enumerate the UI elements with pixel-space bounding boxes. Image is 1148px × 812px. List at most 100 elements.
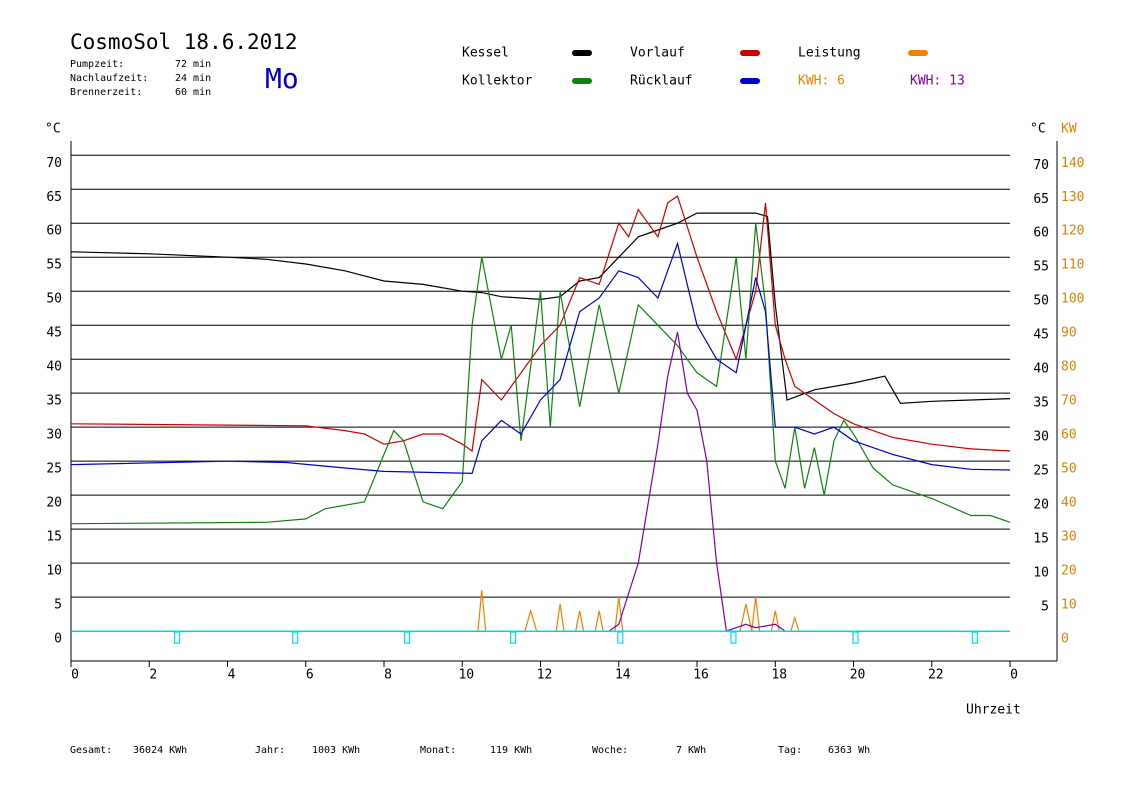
info-value: 24 min (175, 73, 211, 84)
y-tick-label: 10 (46, 564, 62, 579)
info-value: 60 min (175, 87, 211, 98)
info-value: 72 min (175, 59, 211, 70)
y2-tick-label: 130 (1061, 190, 1084, 205)
y-tick-label: 40 (46, 360, 62, 375)
y-tick-label-right: 10 (1033, 566, 1049, 581)
y2-tick-label: 0 (1061, 632, 1069, 647)
y-tick-label: 25 (46, 462, 62, 477)
y2-tick-label: 20 (1061, 564, 1077, 579)
y-tick-label-right: 15 (1033, 532, 1049, 547)
footer-label: Woche: (592, 745, 628, 756)
y-tick-label: 5 (54, 598, 62, 613)
kwh-label: KWH: 13 (910, 74, 965, 89)
x-tick-label: 0 (71, 668, 79, 683)
x-tick-label: 8 (384, 668, 392, 683)
footer-value: 119 KWh (490, 745, 532, 756)
x-tick-label: 4 (228, 668, 236, 683)
y-tick-label: 55 (46, 258, 62, 273)
footer-label: Monat: (420, 745, 456, 756)
time-marker (617, 631, 624, 644)
kwh-label: KWH: 6 (798, 74, 845, 89)
x-tick-label: 18 (771, 668, 787, 683)
series-line (71, 590, 1010, 632)
y-tick-label-right: 60 (1033, 226, 1049, 241)
y-tick-label: 15 (46, 530, 62, 545)
y2-tick-label: 10 (1061, 598, 1077, 613)
x-tick-label: 10 (458, 668, 474, 683)
series-line (71, 331, 1010, 632)
weekday: Mo (265, 62, 299, 95)
y-tick-label: 50 (46, 292, 62, 307)
y2-tick-label: 100 (1061, 292, 1084, 307)
legend-label: Leistung (798, 46, 861, 61)
y-tick-label: 60 (46, 224, 62, 239)
y-tick-label-right: 5 (1041, 600, 1049, 615)
y-tick-label-right: 30 (1033, 430, 1049, 445)
y2-tick-label: 110 (1061, 258, 1084, 273)
legend-label: Kollektor (462, 74, 533, 89)
y-tick-label-right: 25 (1033, 464, 1049, 479)
y-tick-label: 65 (46, 190, 62, 205)
time-marker (292, 631, 299, 644)
y2-tick-label: 80 (1061, 360, 1077, 375)
y-unit: °C (45, 122, 61, 137)
y2-tick-label: 140 (1061, 156, 1084, 171)
x-tick-label: 14 (615, 668, 631, 683)
footer-value: 7 KWh (676, 745, 706, 756)
y-tick-label-right: 20 (1033, 498, 1049, 513)
y2-tick-label: 30 (1061, 530, 1077, 545)
footer-label: Jahr: (255, 745, 285, 756)
series-line (70, 223, 1011, 525)
y-tick-label: 70 (46, 156, 62, 171)
time-marker (173, 631, 181, 644)
y2-tick-label: 50 (1061, 462, 1077, 477)
chart-title: CosmoSol 18.6.2012 (70, 30, 298, 54)
info-label: Nachlaufzeit: (70, 73, 148, 84)
y-unit-right: °C (1030, 122, 1046, 137)
y2-tick-label: 70 (1061, 394, 1077, 409)
time-marker (404, 631, 411, 644)
time-marker (852, 631, 859, 644)
y-tick-label: 35 (46, 394, 62, 409)
y-tick-label-right: 40 (1033, 362, 1049, 377)
x-tick-label: 12 (537, 668, 553, 683)
y-tick-label-right: 70 (1033, 158, 1049, 173)
footer-value: 6363 Wh (828, 745, 870, 756)
legend-label: Vorlauf (630, 46, 685, 61)
x-tick-label: 20 (850, 668, 866, 683)
y2-tick-label: 60 (1061, 428, 1077, 443)
series-line (70, 212, 1011, 405)
footer-value: 36024 KWh (133, 745, 187, 756)
series-line (70, 195, 1011, 453)
x-tick-label: 2 (149, 668, 157, 683)
series-line (70, 241, 1011, 475)
y-tick-label-right: 35 (1033, 396, 1049, 411)
x-tick-label: 0 (1010, 668, 1018, 683)
y-tick-label: 30 (46, 428, 62, 443)
time-marker (730, 631, 737, 644)
legend-label: Kessel (462, 46, 509, 61)
x-tick-label: 6 (306, 668, 314, 683)
footer-value: 1003 KWh (312, 745, 360, 756)
y2-tick-label: 40 (1061, 496, 1077, 511)
y-tick-label-right: 50 (1033, 294, 1049, 309)
y-tick-label: 0 (54, 632, 62, 647)
y2-unit: KW (1061, 122, 1077, 137)
y2-tick-label: 90 (1061, 326, 1077, 341)
info-label: Pumpzeit: (70, 59, 124, 70)
y-tick-label-right: 55 (1033, 260, 1049, 275)
info-label: Brennerzeit: (70, 87, 142, 98)
footer-label: Tag: (778, 745, 802, 756)
x-tick-label: 22 (928, 668, 944, 683)
y-tick-label-right: 65 (1033, 192, 1049, 207)
y2-tick-label: 120 (1061, 224, 1084, 239)
x-axis-label: Uhrzeit (966, 703, 1021, 718)
legend-label: Rücklauf (630, 74, 693, 89)
time-marker (971, 631, 978, 644)
y-tick-label-right: 45 (1033, 328, 1049, 343)
footer-label: Gesamt: (70, 745, 112, 756)
time-marker (510, 631, 517, 644)
x-tick-label: 16 (693, 668, 709, 683)
y-tick-label: 45 (46, 326, 62, 341)
